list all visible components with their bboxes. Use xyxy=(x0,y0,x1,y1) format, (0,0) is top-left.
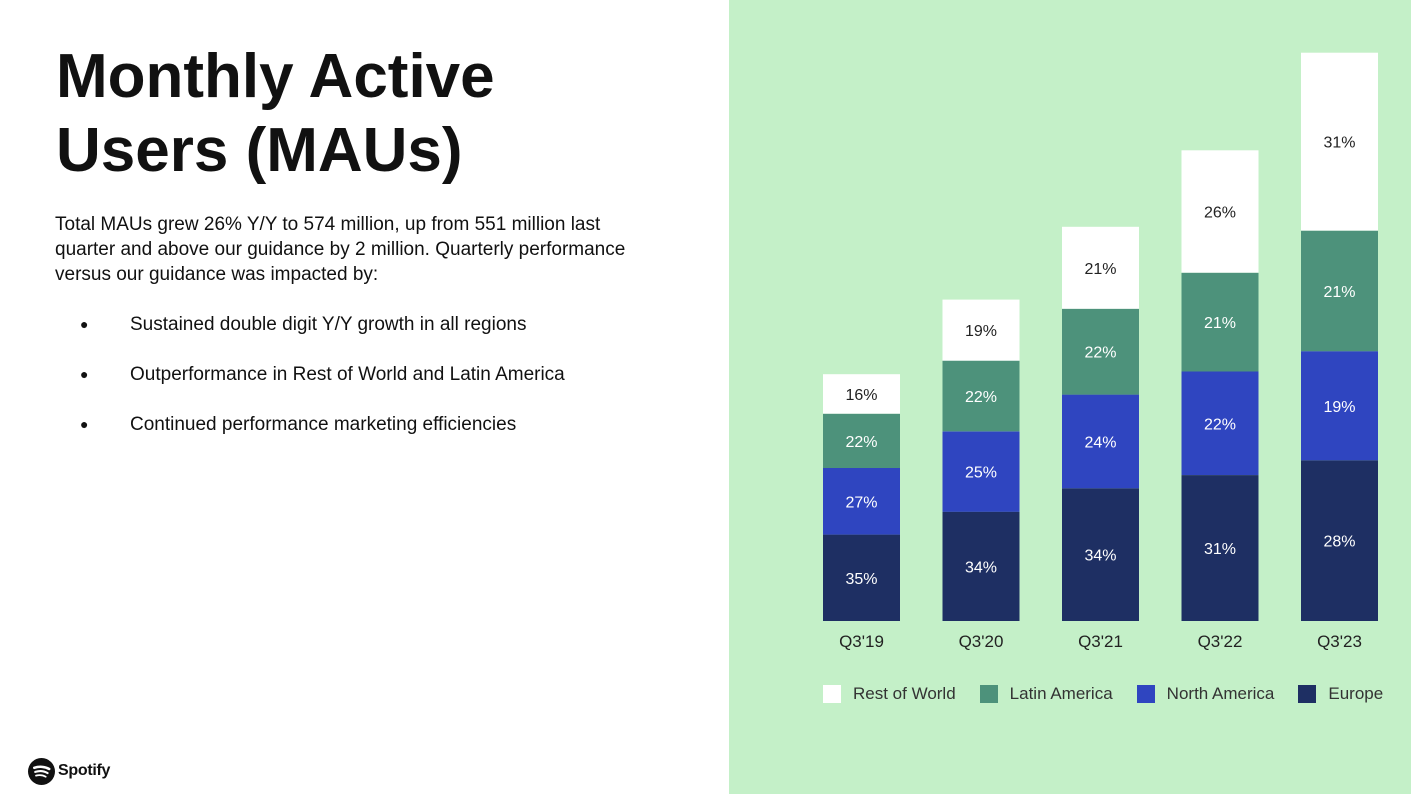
data-label: 22% xyxy=(965,389,997,406)
bullet-dot: ● xyxy=(80,316,89,332)
bullet-dot: ● xyxy=(80,366,89,382)
bar-segment-rest-of-world xyxy=(942,299,1020,361)
bar-segment-europe xyxy=(1062,488,1139,621)
data-label: 19% xyxy=(965,323,997,340)
bar-segment-north-america xyxy=(942,431,1020,512)
spotify-wordmark: Spotify xyxy=(58,762,111,779)
legend-swatch xyxy=(823,685,841,703)
legend-label: Rest of World xyxy=(853,684,956,703)
legend-swatch xyxy=(1298,685,1317,703)
bar-segment-north-america xyxy=(1062,394,1139,489)
data-label: 34% xyxy=(965,559,997,576)
legend-label: Europe xyxy=(1328,684,1384,703)
legend-item: North America xyxy=(1136,684,1275,704)
data-label: 31% xyxy=(1323,135,1355,152)
bar-segment-north-america xyxy=(823,468,900,535)
legend-label: Latin America xyxy=(1009,684,1113,703)
spotify-logo-icon xyxy=(28,757,55,785)
legend-swatch xyxy=(979,685,998,703)
bar-segment-europe xyxy=(823,534,900,621)
legend-item: Rest of World xyxy=(823,684,956,704)
chart-panel: 35% 27% 22% 16% Q3'19 34% 25% 22% 19% Q3'20 34% 24%… xyxy=(729,0,1411,794)
bar-segment-europe xyxy=(1301,460,1378,621)
bullet-text: Sustained double digit Y/Y growth in all… xyxy=(130,314,527,335)
x-tick-label: Q3'20 xyxy=(959,632,1004,651)
data-label: 34% xyxy=(1084,548,1116,565)
bar-segment-rest-of-world xyxy=(1181,150,1259,273)
bar-segment-latin-america xyxy=(942,360,1020,432)
data-label: 35% xyxy=(845,571,877,588)
data-label: 27% xyxy=(845,494,877,511)
bullet-dot: ● xyxy=(80,416,89,432)
legend-swatch xyxy=(1136,685,1155,703)
bar-segment-latin-america xyxy=(1181,272,1259,372)
chart-legend: Rest of World Latin America North Americ… xyxy=(823,684,1407,704)
page-title: Monthly Active Users (MAUs) xyxy=(56,42,495,185)
data-label: 26% xyxy=(1204,205,1236,222)
legend-item: Europe xyxy=(1298,684,1383,704)
data-label: 21% xyxy=(1323,284,1355,301)
x-tick-label: Q3'19 xyxy=(839,632,884,651)
data-label: 22% xyxy=(845,434,877,451)
x-tick-label: Q3'23 xyxy=(1317,632,1362,651)
spotify-logo: Spotify xyxy=(28,757,110,785)
bar-segment-north-america xyxy=(1181,371,1259,475)
data-label: 16% xyxy=(845,387,877,404)
data-label: 28% xyxy=(1323,534,1355,551)
data-label: 21% xyxy=(1204,315,1236,332)
bar-segment-latin-america xyxy=(823,413,900,468)
bar-segment-europe xyxy=(942,511,1020,621)
data-label: 22% xyxy=(1084,345,1116,362)
bar-segment-rest-of-world xyxy=(1062,226,1139,309)
intro-paragraph: Total MAUs grew 26% Y/Y to 574 million, … xyxy=(55,214,626,285)
data-label: 25% xyxy=(965,465,997,482)
x-tick-label: Q3'21 xyxy=(1078,632,1123,651)
bar-segment-rest-of-world xyxy=(1301,52,1378,231)
bar-segment-latin-america xyxy=(1062,308,1139,395)
bar-segment-europe xyxy=(1181,475,1259,621)
bar-segment-latin-america xyxy=(1301,230,1378,352)
data-label: 24% xyxy=(1084,435,1116,452)
data-label: 21% xyxy=(1084,261,1116,278)
legend-item: Latin America xyxy=(979,684,1113,704)
bar-segment-rest-of-world xyxy=(823,374,900,414)
mau-regional-stacked-bar-chart: 35% 27% 22% 16% Q3'19 34% 25% 22% 19% Q3'20 34% 24%… xyxy=(823,52,1378,651)
bar-segment-north-america xyxy=(1301,351,1378,461)
bullet-text: Outperformance in Rest of World and Lati… xyxy=(130,364,565,385)
data-label: 22% xyxy=(1204,416,1236,433)
data-label: 31% xyxy=(1204,541,1236,558)
x-tick-label: Q3'22 xyxy=(1198,632,1243,651)
bullet-text: Continued performance marketing efficien… xyxy=(130,414,517,435)
data-label: 19% xyxy=(1323,399,1355,416)
legend-label: North America xyxy=(1166,684,1275,703)
left-panel: Monthly Active Users (MAUs) Total MAUs g… xyxy=(28,42,626,785)
